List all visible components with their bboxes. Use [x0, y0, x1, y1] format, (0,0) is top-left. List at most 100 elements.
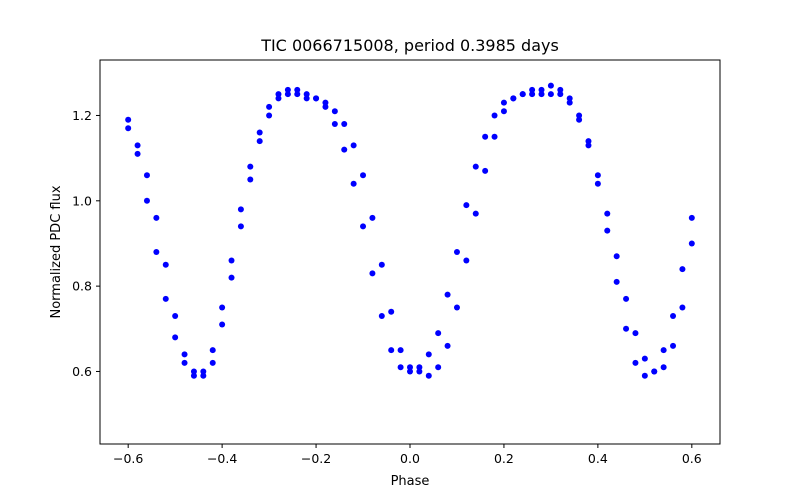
data-point	[557, 86, 564, 93]
data-point	[341, 146, 348, 153]
data-point	[435, 330, 442, 337]
data-point	[519, 91, 526, 98]
data-point	[425, 372, 432, 379]
data-point	[491, 112, 498, 119]
data-point	[594, 172, 601, 179]
data-point	[322, 99, 329, 106]
data-point	[538, 91, 545, 98]
data-point	[688, 214, 695, 221]
data-point	[190, 368, 197, 375]
data-point	[369, 214, 376, 221]
data-point	[660, 364, 667, 371]
data-point	[651, 368, 658, 375]
data-point	[576, 112, 583, 119]
x-axis-label: Phase	[391, 474, 430, 489]
data-point	[444, 291, 451, 298]
data-point	[407, 368, 413, 375]
data-point	[172, 334, 179, 341]
data-point	[472, 210, 479, 217]
data-point	[613, 253, 620, 260]
data-point	[331, 121, 338, 127]
data-point	[482, 133, 489, 140]
data-point	[369, 270, 376, 277]
y-tick-label: 0.8	[72, 279, 92, 294]
data-point	[294, 86, 301, 93]
data-point	[247, 176, 254, 183]
data-point	[500, 108, 507, 115]
data-point	[378, 261, 385, 268]
data-point	[688, 240, 695, 247]
x-tick-label: −0.2	[301, 451, 331, 466]
y-tick-label: 1.0	[72, 193, 92, 208]
data-point	[623, 295, 630, 302]
data-point	[181, 359, 188, 366]
data-point	[641, 372, 648, 379]
x-tick-label: −0.4	[207, 451, 237, 466]
data-point	[209, 359, 216, 366]
data-point	[134, 150, 141, 157]
data-point	[360, 223, 367, 230]
data-point	[294, 91, 301, 98]
data-point	[491, 133, 498, 140]
data-point	[425, 351, 432, 358]
data-point	[407, 364, 413, 371]
data-point	[416, 364, 423, 371]
data-point	[247, 163, 254, 170]
data-point	[529, 91, 536, 98]
x-tick-label: 0.2	[494, 451, 514, 466]
data-point	[416, 368, 423, 375]
y-axis: 0.6 0.8 1.0 1.2	[72, 108, 100, 379]
data-point	[228, 274, 235, 281]
data-point	[378, 313, 385, 319]
x-tick-label: 0.0	[400, 451, 420, 466]
x-tick-label: 0.6	[682, 451, 702, 466]
y-axis-label: Normalized PDC flux	[49, 185, 64, 318]
data-point	[435, 364, 442, 371]
data-point	[576, 116, 583, 123]
data-point	[397, 364, 404, 371]
data-point	[162, 295, 169, 302]
x-tick-label: 0.4	[588, 451, 608, 466]
y-tick-label: 0.6	[72, 364, 92, 379]
data-point	[256, 138, 263, 145]
data-point	[670, 313, 677, 319]
data-point	[632, 359, 639, 366]
data-point	[125, 116, 132, 123]
data-point	[388, 308, 395, 315]
data-point	[153, 214, 160, 221]
x-axis: −0.6 −0.4 −0.2 0.0 0.2 0.4 0.6	[113, 444, 702, 466]
x-tick-label: −0.6	[113, 451, 143, 466]
data-point	[237, 223, 244, 230]
data-point	[641, 355, 648, 362]
data-point	[453, 249, 460, 255]
data-point	[303, 95, 310, 102]
data-point	[585, 142, 592, 149]
data-point	[463, 257, 470, 264]
data-point	[613, 278, 620, 285]
data-point	[350, 142, 357, 149]
data-point	[453, 304, 460, 311]
data-point	[463, 202, 470, 209]
data-point	[266, 112, 273, 119]
data-point	[388, 347, 395, 354]
data-point	[444, 342, 451, 349]
data-point	[623, 325, 630, 332]
data-point	[679, 304, 686, 311]
data-point	[547, 82, 554, 89]
data-point	[162, 261, 169, 268]
data-point	[313, 95, 320, 102]
data-point	[172, 313, 179, 319]
data-point	[566, 99, 573, 106]
data-point	[510, 95, 517, 102]
data-point	[266, 103, 273, 110]
data-point	[566, 95, 573, 102]
data-point	[219, 304, 226, 311]
plot-area	[125, 82, 695, 379]
data-point	[200, 368, 207, 375]
data-point	[604, 210, 611, 217]
data-point	[322, 103, 329, 110]
data-point	[585, 138, 592, 145]
data-point	[360, 172, 367, 179]
